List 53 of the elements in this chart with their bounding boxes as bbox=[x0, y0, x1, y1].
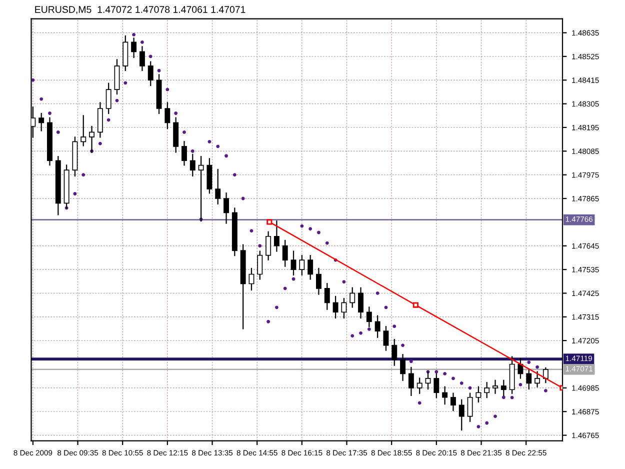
candlestick bbox=[374, 315, 380, 338]
candlestick bbox=[392, 338, 398, 366]
candlestick bbox=[248, 268, 254, 291]
candlestick bbox=[282, 240, 288, 267]
candlestick bbox=[534, 371, 540, 388]
candlestick bbox=[332, 296, 338, 319]
candlestick bbox=[173, 117, 179, 153]
candlestick bbox=[266, 231, 272, 260]
candlestick bbox=[38, 112, 44, 132]
candlestick bbox=[450, 392, 456, 412]
point bbox=[412, 302, 418, 308]
candlestick bbox=[484, 382, 490, 398]
candlestick bbox=[476, 386, 482, 402]
chart-title: EURUSD,M5 1.47072 1.47078 1.47061 1.47071 bbox=[35, 6, 246, 14]
candlestick bbox=[190, 154, 196, 176]
candlestick bbox=[215, 168, 221, 204]
candlestick bbox=[139, 46, 145, 71]
candlestick bbox=[148, 61, 154, 86]
candlestick bbox=[341, 298, 347, 319]
candlestick bbox=[182, 140, 187, 166]
candlestick bbox=[299, 254, 305, 276]
candlestick bbox=[290, 250, 296, 276]
candlestick bbox=[350, 287, 356, 308]
candlestick bbox=[308, 254, 314, 280]
point bbox=[266, 219, 272, 225]
candlestick bbox=[492, 380, 498, 394]
candlestick bbox=[80, 115, 86, 146]
candlestick bbox=[458, 399, 464, 430]
candlestick bbox=[131, 38, 137, 58]
candlestick bbox=[106, 82, 112, 114]
candlestick bbox=[257, 250, 263, 280]
candlestick bbox=[518, 358, 524, 379]
candlestick bbox=[542, 367, 548, 384]
candlestick bbox=[416, 378, 422, 394]
candlestick bbox=[442, 386, 448, 405]
candlestick bbox=[400, 354, 406, 381]
candlestick bbox=[316, 268, 322, 295]
candlestick bbox=[526, 369, 532, 390]
candlestick bbox=[383, 326, 389, 351]
candlestick bbox=[164, 102, 170, 130]
candlestick bbox=[366, 306, 372, 328]
candlestick bbox=[114, 59, 120, 95]
candlestick bbox=[434, 373, 440, 398]
candlestick bbox=[206, 158, 212, 194]
candlestick bbox=[122, 35, 128, 71]
candlestick bbox=[97, 102, 103, 138]
candlestick bbox=[274, 220, 280, 252]
candlestick bbox=[224, 192, 229, 224]
candlestick bbox=[324, 282, 330, 310]
candlestick bbox=[500, 380, 506, 396]
candlestick bbox=[358, 287, 364, 319]
candlestick bbox=[408, 366, 414, 396]
candlestick bbox=[467, 392, 473, 422]
